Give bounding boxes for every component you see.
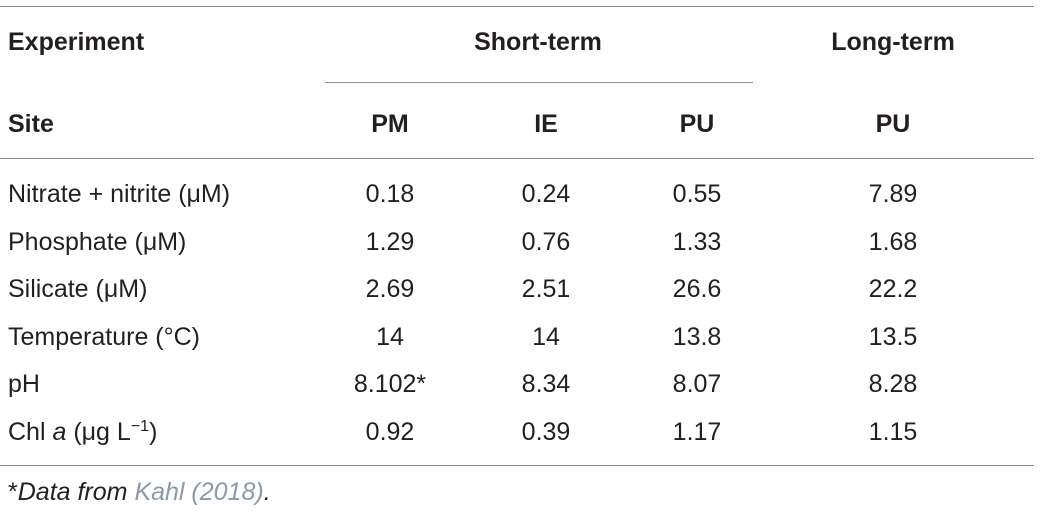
top-rule bbox=[0, 6, 1034, 7]
header-site-name: PU bbox=[875, 110, 911, 138]
cell-value: 2.69 bbox=[365, 275, 415, 304]
header-site: Site bbox=[8, 110, 54, 138]
label-part: Chl bbox=[8, 418, 53, 446]
cell-value: 1.68 bbox=[868, 227, 918, 256]
cell-value: 8.34 bbox=[521, 370, 571, 399]
label-part: Silicate (μM) bbox=[8, 275, 148, 304]
row-label: Chl a (μg L−1) bbox=[8, 417, 157, 447]
footnote-mark: * bbox=[8, 478, 18, 506]
cell-value: 1.15 bbox=[868, 418, 918, 446]
label-part: −1 bbox=[130, 418, 150, 435]
row-label: Silicate (μM) bbox=[8, 274, 147, 304]
row-label: pH bbox=[8, 369, 40, 399]
bottom-rule bbox=[0, 465, 1034, 466]
label-part: (μg L bbox=[66, 418, 131, 446]
group-rule bbox=[325, 82, 753, 83]
label-part: Nitrate + nitrite (μM) bbox=[8, 180, 231, 208]
footnote-link[interactable]: Kahl (2018) bbox=[134, 478, 264, 506]
cell-value: 14 bbox=[532, 322, 560, 351]
header-site-name: PM bbox=[371, 110, 409, 138]
cell-value: 0.18 bbox=[365, 180, 415, 208]
cell-value: 0.39 bbox=[521, 418, 571, 446]
cell-value: 13.8 bbox=[672, 322, 722, 351]
label-part: pH bbox=[8, 370, 40, 399]
header-short-term: Short-term bbox=[474, 28, 602, 56]
row-label: Nitrate + nitrite (μM) bbox=[8, 179, 230, 209]
label-part: Temperature (°C) bbox=[8, 322, 200, 351]
header-long-term: Long-term bbox=[831, 28, 955, 56]
cell-value: 7.89 bbox=[868, 180, 918, 208]
cell-value: 8.07 bbox=[672, 370, 722, 399]
cell-value: 8.28 bbox=[868, 370, 918, 399]
header-rule bbox=[0, 158, 1034, 159]
footnote: *Data from Kahl (2018). bbox=[8, 477, 271, 507]
cell-value: 0.76 bbox=[521, 227, 571, 256]
cell-value: 1.33 bbox=[672, 227, 722, 256]
header-site-name: PU bbox=[679, 110, 715, 138]
label-part: Phosphate (μM) bbox=[8, 227, 187, 256]
cell-value: 0.55 bbox=[672, 180, 722, 208]
cell-value: 8.102* bbox=[353, 370, 427, 399]
cell-value: 2.51 bbox=[521, 275, 571, 304]
cell-value: 13.5 bbox=[868, 322, 918, 351]
footnote-text: Data from bbox=[17, 478, 135, 506]
label-part: ) bbox=[149, 418, 158, 446]
row-label: Phosphate (μM) bbox=[8, 227, 186, 257]
label-part: a bbox=[52, 418, 67, 446]
row-label: Temperature (°C) bbox=[8, 322, 200, 352]
cell-value: 22.2 bbox=[868, 275, 918, 304]
cell-value: 0.92 bbox=[365, 418, 415, 446]
cell-value: 14 bbox=[376, 322, 404, 351]
cell-value: 26.6 bbox=[672, 275, 722, 304]
cell-value: 1.29 bbox=[365, 227, 415, 256]
cell-value: 0.24 bbox=[521, 180, 571, 208]
header-site-name: IE bbox=[534, 110, 558, 138]
footnote-end: . bbox=[263, 478, 271, 506]
header-experiment: Experiment bbox=[8, 28, 145, 56]
cell-value: 1.17 bbox=[672, 418, 722, 446]
